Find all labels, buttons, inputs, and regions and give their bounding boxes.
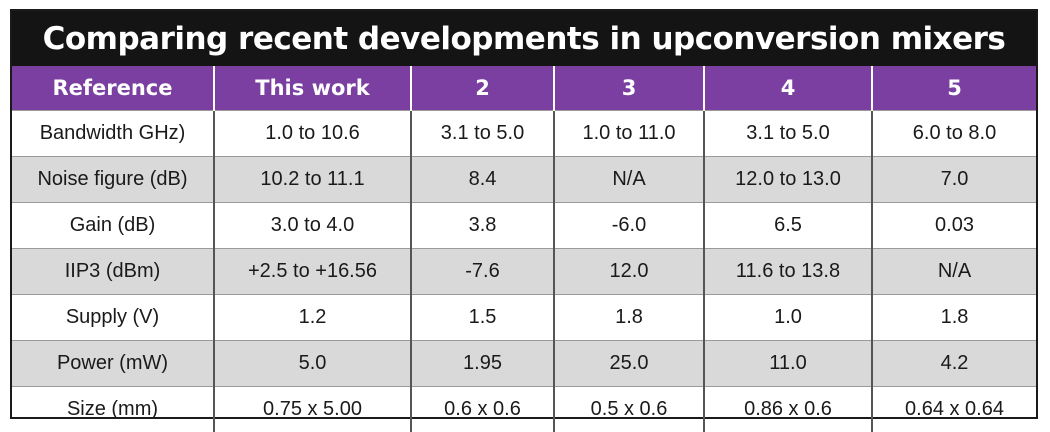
table-cell: 25.0 xyxy=(554,341,704,387)
table-cell: 1.95 xyxy=(411,341,554,387)
table-cell: 0.64 x 0.64 xyxy=(872,387,1036,432)
table-cell: 1.0 to 11.0 xyxy=(554,111,704,157)
table-cell: 3.1 to 5.0 xyxy=(411,111,554,157)
row-label: IIP3 (dBm) xyxy=(12,249,214,295)
table-cell: 4.2 xyxy=(872,341,1036,387)
row-label: Supply (V) xyxy=(12,295,214,341)
row-label: Noise figure (dB) xyxy=(12,157,214,203)
header-ref-4: 4 xyxy=(704,66,872,111)
table-cell: 1.2 xyxy=(214,295,411,341)
table-cell: 11.6 to 13.8 xyxy=(704,249,872,295)
header-reference: Reference xyxy=(12,66,214,111)
table-cell: 0.75 x 5.00 xyxy=(214,387,411,432)
table-cell: 10.2 to 11.1 xyxy=(214,157,411,203)
header-ref-5: 5 xyxy=(872,66,1036,111)
table-cell: 5.0 xyxy=(214,341,411,387)
row-label: Gain (dB) xyxy=(12,203,214,249)
comparison-table: Reference This work 2 3 4 5 Bandwidth GH… xyxy=(12,66,1036,432)
table-row-noise-figure: Noise figure (dB) 10.2 to 11.1 8.4 N/A 1… xyxy=(12,157,1036,203)
table-cell: 1.5 xyxy=(411,295,554,341)
comparison-table-container: Comparing recent developments in upconve… xyxy=(10,9,1038,419)
header-ref-3: 3 xyxy=(554,66,704,111)
table-cell: 0.5 x 0.6 xyxy=(554,387,704,432)
table-cell: N/A xyxy=(554,157,704,203)
table-cell: -6.0 xyxy=(554,203,704,249)
table-row-supply: Supply (V) 1.2 1.5 1.8 1.0 1.8 xyxy=(12,295,1036,341)
table-row-bandwidth: Bandwidth GHz) 1.0 to 10.6 3.1 to 5.0 1.… xyxy=(12,111,1036,157)
header-ref-2: 2 xyxy=(411,66,554,111)
table-cell: -7.6 xyxy=(411,249,554,295)
row-label: Bandwidth GHz) xyxy=(12,111,214,157)
row-label: Power (mW) xyxy=(12,341,214,387)
table-cell: 1.0 to 10.6 xyxy=(214,111,411,157)
table-cell: 1.8 xyxy=(554,295,704,341)
table-title: Comparing recent developments in upconve… xyxy=(12,11,1036,66)
table-cell: 1.0 xyxy=(704,295,872,341)
table-cell: 1.8 xyxy=(872,295,1036,341)
table-cell: 3.1 to 5.0 xyxy=(704,111,872,157)
table-cell: 0.03 xyxy=(872,203,1036,249)
table-cell: 12.0 xyxy=(554,249,704,295)
table-cell: 3.0 to 4.0 xyxy=(214,203,411,249)
table-cell: 0.6 x 0.6 xyxy=(411,387,554,432)
row-label: Size (mm) xyxy=(12,387,214,432)
table-cell: N/A xyxy=(872,249,1036,295)
table-cell: 0.86 x 0.6 xyxy=(704,387,872,432)
table-cell: +2.5 to +16.56 xyxy=(214,249,411,295)
table-cell: 3.8 xyxy=(411,203,554,249)
table-row-power: Power (mW) 5.0 1.95 25.0 11.0 4.2 xyxy=(12,341,1036,387)
table-cell: 11.0 xyxy=(704,341,872,387)
table-row-gain: Gain (dB) 3.0 to 4.0 3.8 -6.0 6.5 0.03 xyxy=(12,203,1036,249)
table-cell: 7.0 xyxy=(872,157,1036,203)
table-cell: 6.5 xyxy=(704,203,872,249)
table-row-size: Size (mm) 0.75 x 5.00 0.6 x 0.6 0.5 x 0.… xyxy=(12,387,1036,432)
header-row: Reference This work 2 3 4 5 xyxy=(12,66,1036,111)
table-cell: 12.0 to 13.0 xyxy=(704,157,872,203)
table-cell: 8.4 xyxy=(411,157,554,203)
header-this-work: This work xyxy=(214,66,411,111)
table-row-iip3: IIP3 (dBm) +2.5 to +16.56 -7.6 12.0 11.6… xyxy=(12,249,1036,295)
table-cell: 6.0 to 8.0 xyxy=(872,111,1036,157)
